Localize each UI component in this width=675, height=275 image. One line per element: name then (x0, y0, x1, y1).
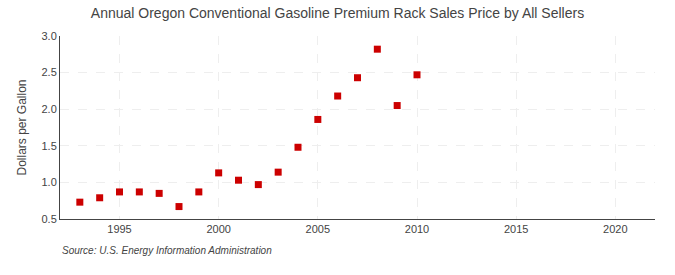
svg-text:Source: U.S. Energy Informatio: Source: U.S. Energy Information Administ… (62, 245, 272, 256)
svg-text:3.0: 3.0 (42, 30, 57, 42)
svg-text:1.5: 1.5 (42, 140, 57, 152)
svg-text:Dollars per Gallon: Dollars per Gallon (15, 79, 29, 175)
svg-text:Annual Oregon Conventional Gas: Annual Oregon Conventional Gasoline Prem… (91, 5, 584, 21)
svg-text:2.0: 2.0 (42, 103, 57, 115)
svg-text:2005: 2005 (306, 223, 330, 235)
svg-text:1.0: 1.0 (42, 176, 57, 188)
svg-text:2015: 2015 (504, 223, 528, 235)
svg-text:0.5: 0.5 (42, 213, 57, 225)
svg-text:2020: 2020 (603, 223, 627, 235)
svg-text:1995: 1995 (107, 223, 131, 235)
svg-text:2010: 2010 (405, 223, 429, 235)
svg-text:2.5: 2.5 (42, 66, 57, 78)
svg-text:2000: 2000 (206, 223, 230, 235)
